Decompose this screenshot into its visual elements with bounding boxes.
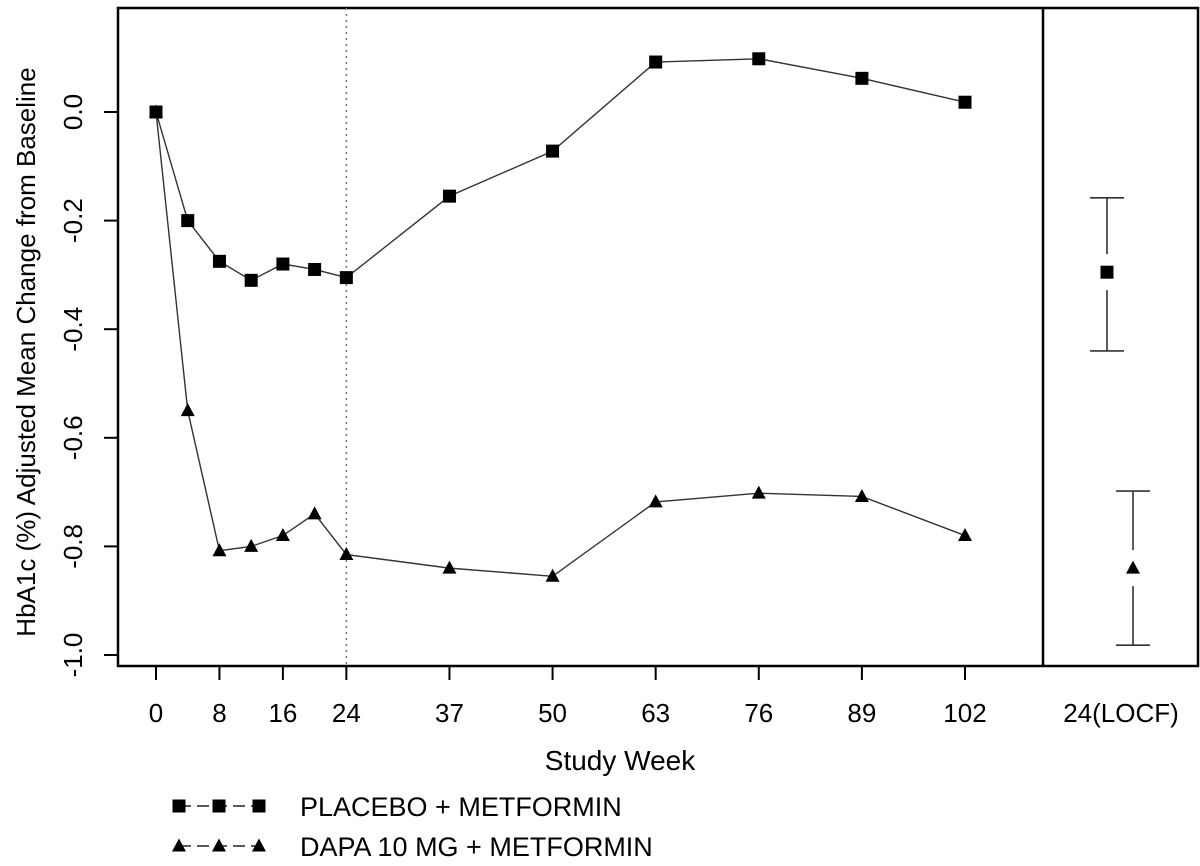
- legend-marker: [212, 799, 226, 813]
- locf-panel: [1090, 196, 1150, 647]
- y-tick-label: -1.0: [58, 633, 88, 678]
- x-axis: 0 8 16 24 37 50 63 76 89 102 24(LOCF): [149, 666, 1179, 728]
- data-point: [854, 488, 869, 502]
- data-point: [180, 403, 195, 417]
- x-axis-label: Study Week: [545, 745, 696, 776]
- y-tick-label: -0.8: [58, 524, 88, 569]
- legend-marker: [252, 838, 266, 852]
- x-tick-label: 16: [268, 698, 297, 728]
- x-tick-label: 24: [332, 698, 361, 728]
- data-point: [276, 257, 290, 271]
- data-point: [958, 528, 972, 542]
- data-point: [442, 189, 456, 203]
- data-point: [442, 560, 457, 574]
- data-point: [275, 528, 290, 542]
- plot-frame: [116, 6, 1200, 668]
- locf-mean-point: [1100, 265, 1114, 279]
- locf-errorbar-square: [1090, 196, 1124, 352]
- legend-label: DAPA 10 MG + METFORMIN: [300, 832, 653, 862]
- data-point: [181, 214, 195, 228]
- data-point: [307, 506, 322, 520]
- series-square: [149, 52, 972, 287]
- legend-marker: [172, 838, 186, 852]
- data-point: [339, 271, 353, 285]
- x-tick-label: 50: [538, 698, 567, 728]
- data-point: [958, 95, 972, 109]
- plot-border: [116, 6, 1200, 668]
- x-tick-label: 63: [641, 698, 670, 728]
- locf-mean-point: [1126, 560, 1140, 574]
- data-point: [855, 71, 869, 85]
- series-layer: [149, 52, 972, 582]
- y-tick-label: 0.0: [58, 94, 88, 130]
- data-point: [648, 494, 663, 508]
- legend-marker: [252, 799, 266, 813]
- legend: PLACEBO + METFORMIN DAPA 10 MG + METFORMI…: [172, 792, 653, 862]
- legend-label: PLACEBO + METFORMIN: [300, 792, 622, 822]
- legend-marker: [172, 799, 186, 813]
- y-axis-label: HbA1c (%) Adjusted Mean Change from Base…: [11, 67, 41, 636]
- y-tick-label: -0.4: [58, 307, 88, 352]
- data-point: [244, 273, 258, 287]
- data-point: [308, 262, 322, 276]
- x-tick-label: 76: [744, 698, 773, 728]
- x-tick-label: 89: [847, 698, 876, 728]
- x-tick-label: 8: [212, 698, 226, 728]
- data-point: [649, 55, 663, 69]
- series-line: [155, 111, 966, 577]
- legend-marker: [212, 838, 226, 852]
- locf-errorbar-triangle: [1116, 490, 1150, 647]
- data-point: [244, 538, 259, 552]
- x-tick-label: 102: [943, 698, 986, 728]
- data-point: [546, 144, 560, 158]
- data-point: [752, 52, 766, 66]
- x-tick-label-locf: 24(LOCF): [1063, 698, 1179, 728]
- data-point: [212, 543, 227, 557]
- y-axis: 0.0 -0.2 -0.4 -0.6 -0.8 -1.0: [58, 94, 118, 677]
- data-point: [545, 568, 560, 582]
- x-tick-label: 0: [149, 698, 163, 728]
- legend-item-square: PLACEBO + METFORMIN: [172, 792, 622, 822]
- y-tick-label: -0.2: [58, 198, 88, 243]
- series-triangle: [149, 104, 972, 582]
- data-point: [339, 547, 354, 561]
- series-line: [155, 58, 966, 282]
- y-tick-label: -0.6: [58, 415, 88, 460]
- data-point: [149, 104, 163, 118]
- data-point: [212, 254, 226, 268]
- data-point: [751, 485, 766, 499]
- legend-item-triangle: DAPA 10 MG + METFORMIN: [172, 832, 653, 862]
- x-tick-label: 37: [435, 698, 464, 728]
